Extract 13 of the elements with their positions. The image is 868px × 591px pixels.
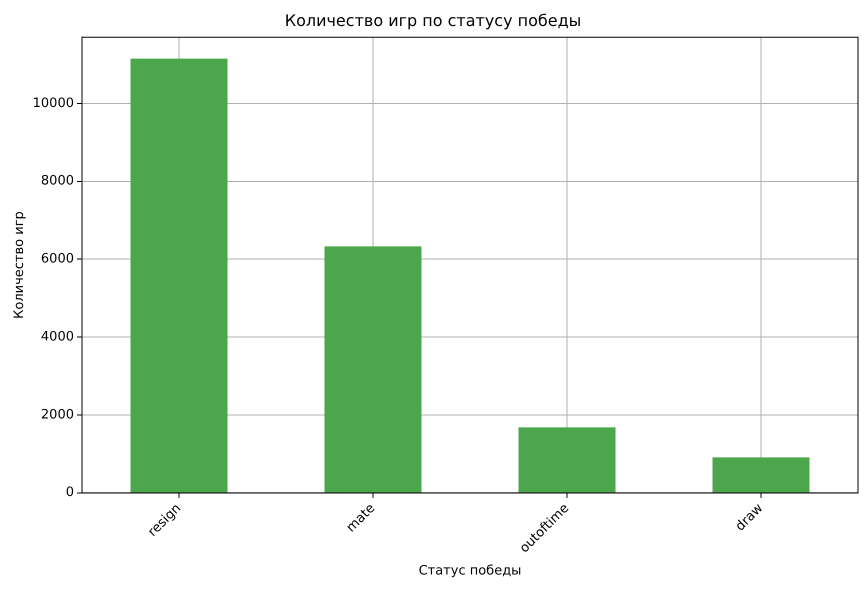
y-tick-label: 10000 xyxy=(32,96,74,111)
y-tick-label: 0 xyxy=(66,485,74,500)
bar xyxy=(324,246,422,492)
y-tick-label: 8000 xyxy=(40,174,74,189)
y-tick-label: 2000 xyxy=(40,407,74,422)
bar xyxy=(518,427,616,492)
y-axis-title: Количество игр xyxy=(12,211,28,319)
x-axis-title: Статус победы xyxy=(418,564,522,579)
chart-title: Количество игр по статусу победы xyxy=(284,10,582,30)
bar xyxy=(712,457,810,492)
y-tick-label: 4000 xyxy=(40,329,74,344)
y-tick-label: 6000 xyxy=(40,252,74,267)
bar xyxy=(130,58,228,492)
